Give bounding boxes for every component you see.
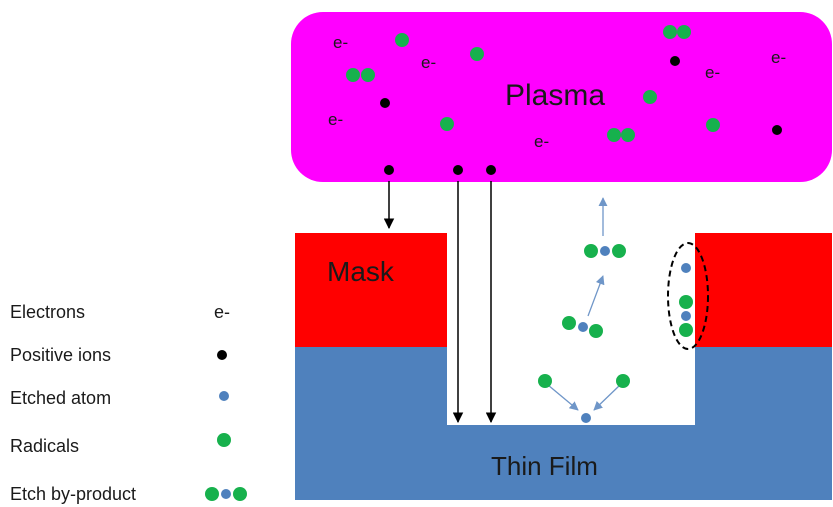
radical (361, 68, 375, 82)
radical (616, 374, 630, 388)
radical (538, 374, 552, 388)
etch-byproduct-1 (562, 316, 603, 338)
radical (395, 33, 409, 47)
legend-label-positive-ions: Positive ions (10, 345, 111, 365)
etched-atom (581, 413, 591, 423)
sidewall-species (679, 263, 693, 337)
electron-label: e- (328, 110, 343, 129)
radical (470, 47, 484, 61)
legend-label-radicals: Radicals (10, 436, 79, 456)
positive-ion (380, 98, 390, 108)
mask-label: Mask (327, 256, 395, 287)
reaction-arrows (547, 197, 621, 411)
positive-ion (453, 165, 463, 175)
radical (677, 25, 691, 39)
radical (643, 90, 657, 104)
positive-ion (486, 165, 496, 175)
radical (562, 316, 576, 330)
thin-film-label: Thin Film (491, 451, 598, 481)
radical (440, 117, 454, 131)
positive-ion (772, 125, 782, 135)
plasma-radical-pairs (346, 25, 691, 142)
legend-byproduct-icon (205, 487, 247, 501)
sidewall-highlight (667, 242, 709, 350)
electron-label: e- (771, 48, 786, 67)
trench-radicals (538, 374, 630, 388)
plasma-region (291, 12, 832, 182)
electron-label: e- (333, 33, 348, 52)
byproduct-arrow (587, 275, 605, 317)
plasma-electrons: e- e- e- e- e- e- (328, 33, 786, 151)
plasma-radicals (395, 33, 720, 132)
etched-atom (600, 246, 610, 256)
radical (346, 68, 360, 82)
radical (663, 25, 677, 39)
positive-ion (384, 165, 394, 175)
etch-byproduct-2 (584, 244, 626, 258)
etched-atom (681, 311, 691, 321)
legend-label-etch-byproduct: Etch by-product (10, 484, 136, 504)
legend-label-electrons: Electrons (10, 302, 85, 322)
radical (589, 324, 603, 338)
mask-left (295, 233, 447, 347)
radical (679, 323, 693, 337)
radical (612, 244, 626, 258)
radical (679, 295, 693, 309)
plasma-ions (380, 56, 782, 175)
radical-arrow (593, 384, 621, 411)
electron-label: e- (421, 53, 436, 72)
legend-symbol-electrons: e- (214, 302, 230, 322)
positive-ion (670, 56, 680, 66)
etched-atom (578, 322, 588, 332)
etched-atom (681, 263, 691, 273)
radical (584, 244, 598, 258)
mask-right (695, 233, 832, 347)
radical (621, 128, 635, 142)
legend-label-etched-atom: Etched atom (10, 388, 111, 408)
radical-arrow (547, 384, 579, 411)
plasma-label: Plasma (505, 79, 605, 112)
legend: Electrons e- Positive ions Etched atom R… (10, 302, 247, 504)
electron-label: e- (705, 63, 720, 82)
radical (706, 118, 720, 132)
legend-radical-icon (217, 433, 231, 447)
electron-label: e- (534, 132, 549, 151)
legend-ion-icon (217, 350, 227, 360)
legend-atom-icon (219, 391, 229, 401)
ion-trajectories (383, 181, 497, 424)
radical (607, 128, 621, 142)
thin-film (295, 347, 832, 500)
